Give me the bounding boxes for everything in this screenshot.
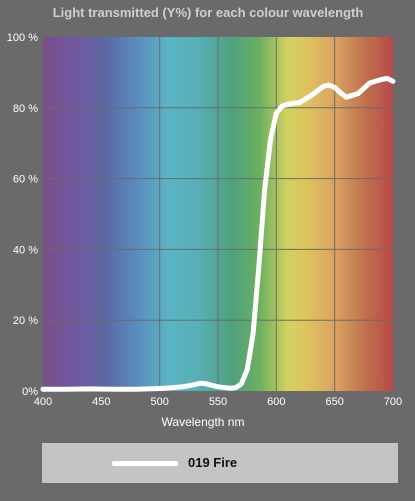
x-tick-label: 600: [267, 396, 285, 408]
x-tick-label: 550: [209, 396, 227, 408]
y-axis-ticks: 0% 20 % 40 % 60 % 80 % 100 %: [7, 32, 38, 398]
legend-label-019-fire: 019 Fire: [188, 455, 238, 470]
y-tick-label: 100 %: [7, 32, 38, 44]
x-tick-label: 650: [325, 396, 343, 408]
x-axis-ticks: 400 450 500 550 600 650 700: [34, 396, 402, 408]
x-tick-label: 450: [92, 396, 110, 408]
y-tick-label: 40 %: [13, 244, 38, 256]
y-tick-label: 60 %: [13, 174, 38, 186]
x-axis-label: Wavelength nm: [162, 415, 245, 429]
legend: 019 Fire: [42, 443, 398, 483]
grid-lines: [43, 37, 393, 391]
series-line-019-fire: [40, 75, 396, 392]
x-tick-label: 700: [384, 396, 402, 408]
y-tick-label: 80 %: [13, 103, 38, 115]
y-tick-label: 0%: [22, 386, 38, 398]
legend-swatch-019-fire: [112, 461, 178, 466]
x-tick-label: 500: [150, 396, 168, 408]
x-tick-label: 400: [34, 396, 52, 408]
y-tick-label: 20 %: [13, 315, 38, 327]
chart-title: Light transmitted (Y%) for each colour w…: [53, 5, 364, 20]
